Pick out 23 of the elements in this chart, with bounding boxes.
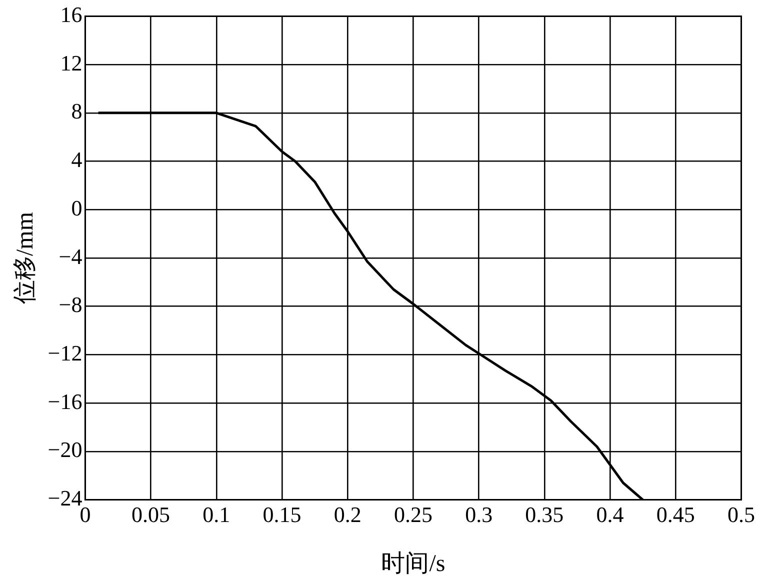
x-tick-label: 0.45	[656, 502, 695, 527]
y-tick-label: 0	[71, 195, 82, 220]
y-tick-label: 8	[71, 98, 82, 124]
y-tick-label: 12	[60, 50, 82, 76]
y-tick-label: −8	[58, 292, 82, 318]
x-axis-title: 时间/s	[381, 550, 446, 577]
y-tick-label: −12	[48, 340, 82, 366]
x-tick-label: 0.25	[394, 502, 432, 527]
x-tick-label: 0.35	[525, 502, 564, 527]
y-tick-label: 4	[71, 147, 82, 172]
x-tick-label: 0.5	[728, 502, 755, 527]
y-tick-label: 16	[60, 2, 82, 27]
y-tick-label: −16	[48, 388, 82, 414]
y-axis-title: 位移/mm	[12, 212, 39, 304]
x-tick-label: 0.05	[132, 502, 170, 527]
x-tick-label: 0.3	[465, 502, 493, 527]
y-tick-label: −24	[48, 486, 82, 511]
x-tick-label: 0.1	[202, 502, 230, 527]
x-tick-label: 0.15	[262, 502, 302, 527]
y-tick-label: −4	[58, 244, 82, 269]
x-tick-label: 0.4	[596, 502, 624, 527]
y-tick-label: −20	[48, 437, 82, 462]
x-tick-label: 0.2	[334, 502, 362, 527]
